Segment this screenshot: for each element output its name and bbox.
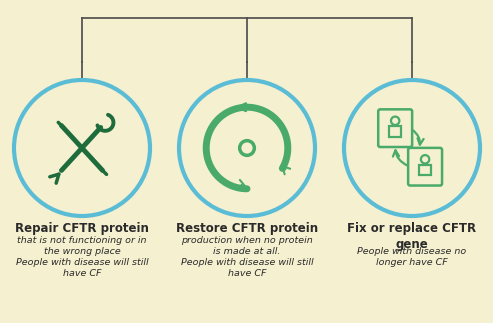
Text: People with disease no
longer have CF: People with disease no longer have CF bbox=[357, 247, 467, 267]
Text: Restore CFTR protein: Restore CFTR protein bbox=[176, 222, 318, 235]
Text: Repair CFTR protein: Repair CFTR protein bbox=[15, 222, 149, 235]
Text: Fix or replace CFTR
gene: Fix or replace CFTR gene bbox=[348, 222, 477, 251]
Text: that is not functioning or in
the wrong place
People with disease will still
hav: that is not functioning or in the wrong … bbox=[16, 236, 148, 278]
Text: production when no protein
is made at all.
People with disease will still
have C: production when no protein is made at al… bbox=[181, 236, 314, 278]
